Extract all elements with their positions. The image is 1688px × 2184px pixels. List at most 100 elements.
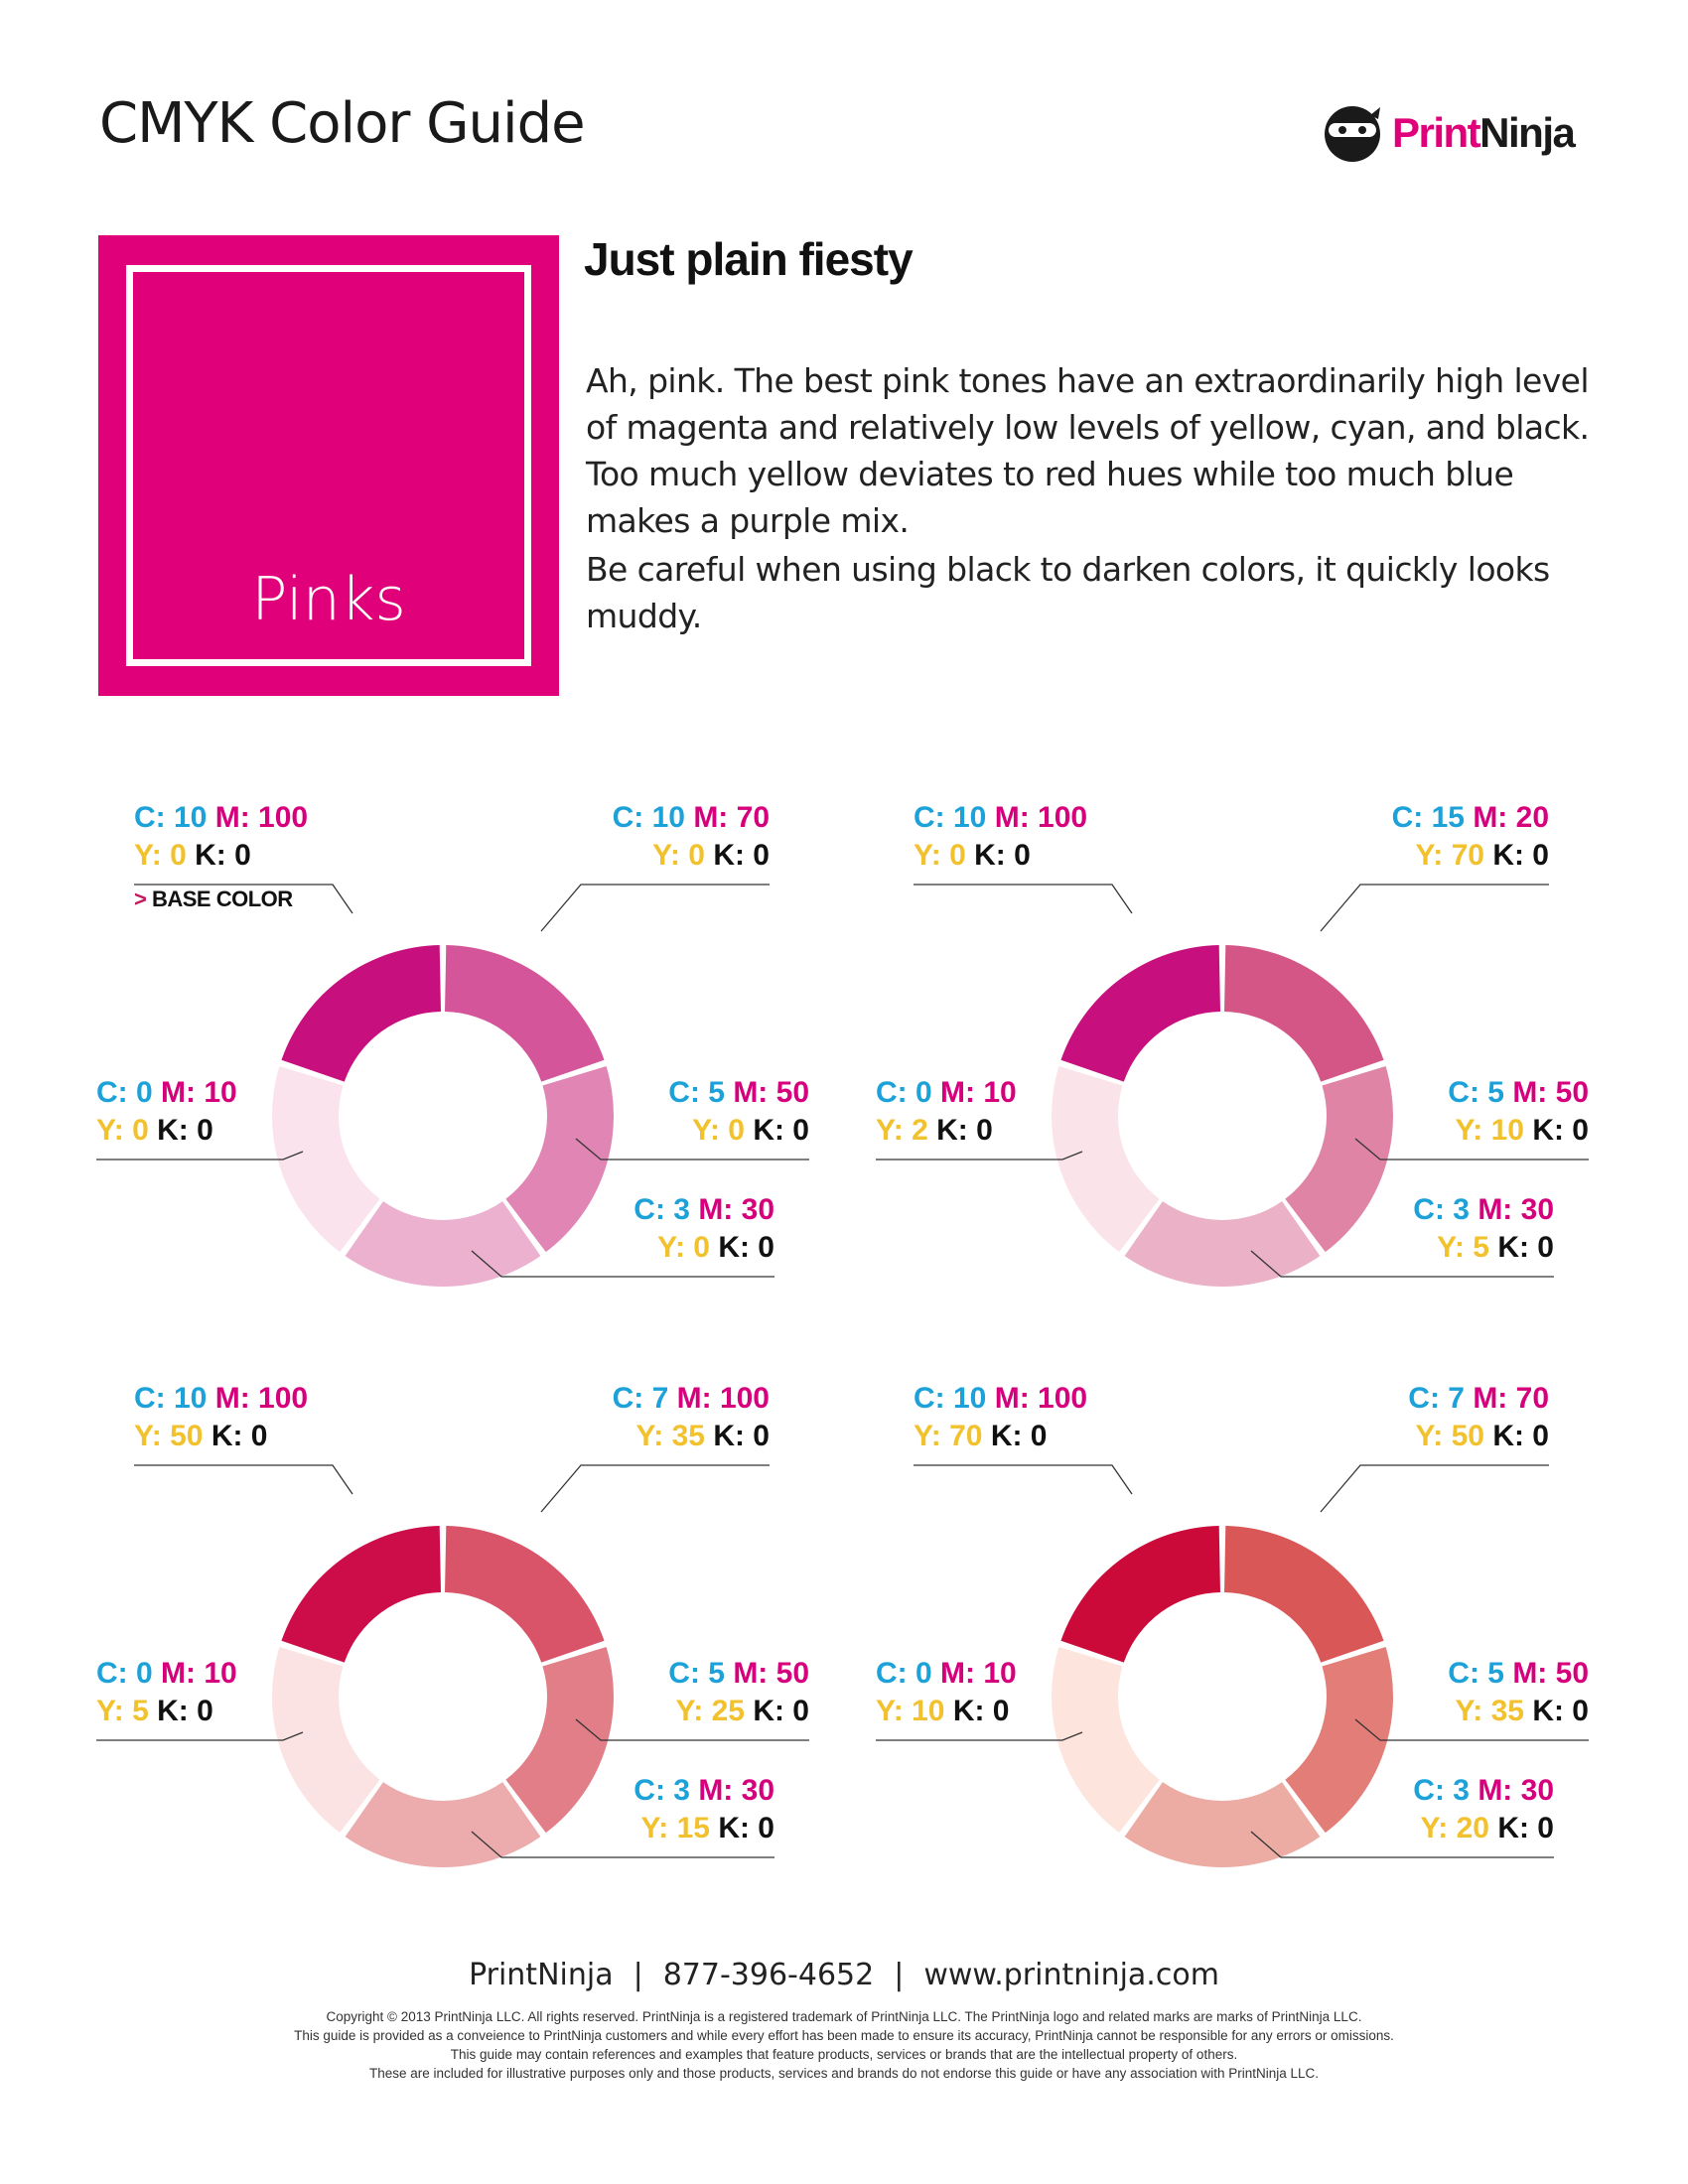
yellow-value: Y: 0 [657,1231,719,1264]
yk-line: Y: 10 K: 0 [876,1693,1017,1730]
cm-line: C: 3 M: 30 [1413,1772,1554,1810]
leader-line [1354,1138,1589,1160]
leader-line [96,1151,304,1160]
yellow-value: Y: 50 [134,1420,211,1452]
yellow-value: Y: 2 [876,1114,937,1147]
leader-line [575,1138,809,1160]
legal-line: This guide may contain references and ex… [450,2047,1238,2062]
cm-line: C: 0 M: 10 [96,1655,237,1693]
yellow-value: Y: 10 [1455,1114,1533,1147]
printninja-logo: PrintNinja [1321,99,1576,167]
legal-line: This guide is provided as a conveience t… [294,2028,1394,2043]
cyan-value: C: 10 [612,801,694,834]
section-heading: Just plain fiesty [584,233,914,285]
magenta-value: M: 30 [698,1774,774,1807]
black-value: K: 0 [952,1695,1010,1727]
logo-wordmark: PrintNinja [1392,109,1576,156]
leader-line [1320,1464,1549,1513]
magenta-value: M: 10 [940,1076,1017,1109]
cmyk-label: C: 10 M: 100 Y: 70 K: 0 [914,1380,1087,1455]
donut-segment [281,1526,441,1663]
yk-line: Y: 20 K: 0 [1413,1810,1555,1847]
donut-segment [445,1526,605,1663]
leader-line [876,1151,1083,1160]
cmyk-label: C: 3 M: 30 Y: 0 K: 0 [633,1191,774,1267]
cmyk-label: C: 0 M: 10 Y: 2 K: 0 [876,1074,1017,1150]
cm-line: C: 10 M: 100 [914,799,1087,837]
cyan-value: C: 15 [1391,801,1474,834]
yk-line: Y: 0 K: 0 [633,1229,774,1267]
color-swatch: Pinks [98,235,559,696]
cm-line: C: 10 M: 100 [914,1380,1087,1418]
donut-svg [876,884,1589,1287]
cm-line: C: 15 M: 20 [1392,799,1549,837]
cmyk-label: C: 15 M: 20 Y: 70 K: 0 [1392,799,1549,875]
cyan-value: C: 10 [914,1382,995,1415]
cyan-value: C: 0 [876,1657,941,1690]
donut-svg [96,884,809,1287]
donut-segment [1052,1646,1160,1834]
yk-line: Y: 5 K: 0 [96,1693,237,1730]
magenta-value: M: 100 [994,1382,1088,1415]
donut-chart: C: 10 M: 100 Y: 0 K: 0 C: 15 M: 20 Y: 70 K:… [864,799,1678,1355]
cmyk-label: C: 5 M: 50 Y: 25 K: 0 [668,1655,809,1730]
footer-company: PrintNinja [469,1958,614,1992]
black-value: K: 0 [195,839,251,872]
magenta-value: M: 100 [994,801,1088,834]
black-value: K: 0 [990,1420,1048,1452]
cm-line: C: 3 M: 30 [633,1191,774,1229]
black-value: K: 0 [157,1695,213,1727]
yellow-value: Y: 35 [1455,1695,1533,1727]
yk-line: Y: 15 K: 0 [633,1810,775,1847]
yellow-value: Y: 0 [652,839,714,872]
leader-line [1320,884,1549,932]
black-value: K: 0 [157,1114,213,1147]
donut-segment [1124,1782,1321,1867]
donut-segment [1060,945,1220,1082]
yk-line: Y: 0 K: 0 [668,1112,809,1150]
intro-paragraph: Ah, pink. The best pink tones have an ex… [586,361,1590,540]
swatch-frame [126,265,531,666]
magenta-value: M: 50 [1512,1657,1589,1690]
yellow-value: Y: 0 [134,839,196,872]
black-value: K: 0 [1492,839,1549,872]
cyan-value: C: 7 [1408,1382,1474,1415]
cyan-value: C: 0 [876,1076,941,1109]
cyan-value: C: 5 [668,1076,734,1109]
footer-contact: PrintNinja | 877-396-4652 | www.printninja.c… [0,1958,1688,1992]
magenta-value: M: 100 [676,1382,770,1415]
cmyk-label: C: 5 M: 50 Y: 0 K: 0 [668,1074,809,1150]
cmyk-label: C: 10 M: 70 Y: 0 K: 0 [613,799,770,875]
cyan-value: C: 3 [1413,1193,1478,1226]
yk-line: Y: 0 K: 0 [613,837,770,875]
donut-segment [272,1065,380,1253]
magenta-value: M: 70 [1473,1382,1549,1415]
footer-website-link[interactable]: www.printninja.com [923,1958,1219,1992]
magenta-value: M: 30 [698,1193,774,1226]
cm-line: C: 0 M: 10 [96,1074,237,1112]
magenta-value: M: 30 [1477,1193,1554,1226]
yellow-value: Y: 20 [1420,1812,1498,1844]
cmyk-label: C: 3 M: 30 Y: 20 K: 0 [1413,1772,1554,1847]
yellow-value: Y: 25 [675,1695,754,1727]
magenta-value: M: 70 [693,801,770,834]
donut-segment [1124,1201,1321,1287]
yellow-value: Y: 50 [1415,1420,1493,1452]
yk-line: Y: 35 K: 0 [613,1418,771,1455]
yellow-value: Y: 15 [640,1812,719,1844]
cmyk-label: C: 10 M: 100 Y: 50 K: 0 [134,1380,308,1455]
magenta-value: M: 10 [940,1657,1017,1690]
yellow-value: Y: 5 [96,1695,158,1727]
leader-line [471,1831,774,1858]
cyan-value: C: 0 [96,1076,162,1109]
document-title: CMYK Color Guide [99,91,586,156]
cm-line: C: 10 M: 100 [134,1380,308,1418]
black-value: K: 0 [936,1114,993,1147]
donut-segment [345,1782,541,1867]
cm-line: C: 10 M: 100 [134,799,308,837]
cyan-value: C: 5 [1448,1076,1513,1109]
yk-line: Y: 5 K: 0 [1413,1229,1554,1267]
black-value: K: 0 [718,1812,774,1844]
yk-line: Y: 0 K: 0 [914,837,1087,875]
yellow-value: Y: 10 [876,1695,953,1727]
